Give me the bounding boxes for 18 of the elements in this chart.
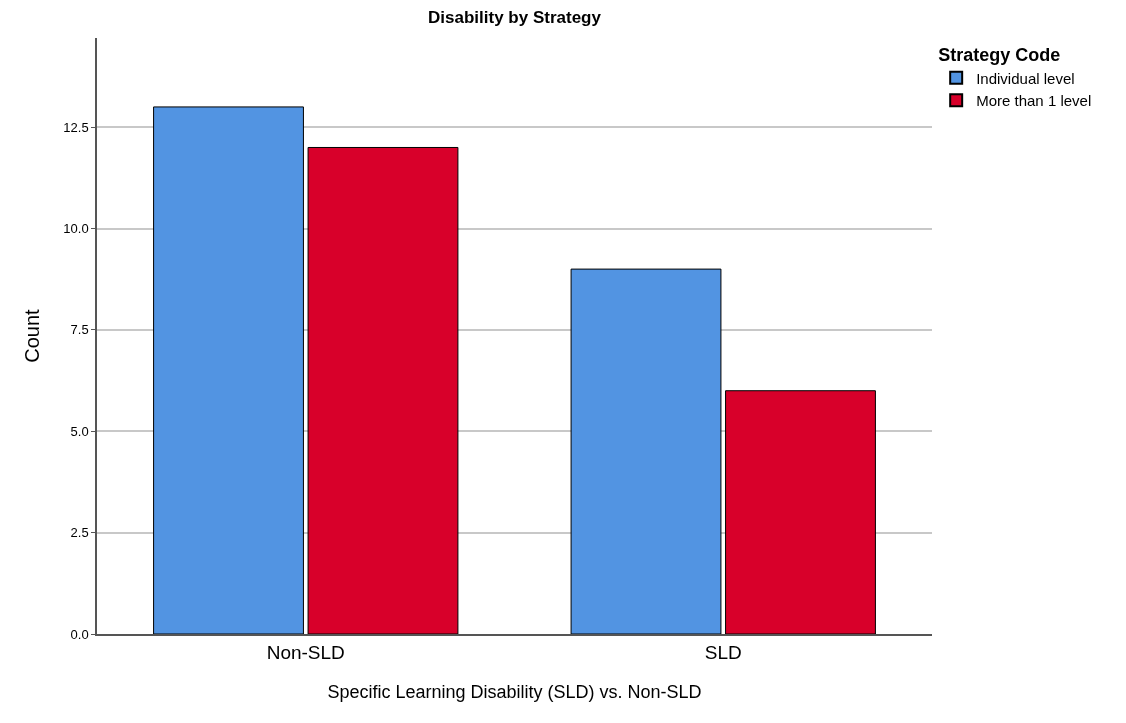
x-tick-label: Non-SLD (266, 641, 345, 663)
y-axis-title: Count (21, 308, 44, 363)
x-tick-label: SLD (704, 641, 742, 663)
legend-label: More than 1 level (976, 92, 1092, 109)
x-axis-title: Specific Learning Disability (SLD) vs. Non-SLD (327, 682, 702, 703)
y-tick-label: 2.5 (70, 525, 89, 541)
bar (153, 106, 304, 634)
y-tick-label: 5.0 (70, 423, 89, 439)
chart-title: Disability by Strategy (428, 7, 602, 27)
y-tick-label: 0.0 (70, 626, 89, 642)
legend-title: Strategy Code (938, 45, 1061, 66)
y-tick-label: 7.5 (70, 322, 89, 338)
y-tick-label: 10.0 (63, 221, 89, 237)
bar (725, 390, 876, 634)
legend-label: Individual level (976, 69, 1075, 87)
y-tick-label: 12.5 (63, 119, 89, 135)
bar (307, 146, 459, 634)
bar (570, 268, 722, 634)
